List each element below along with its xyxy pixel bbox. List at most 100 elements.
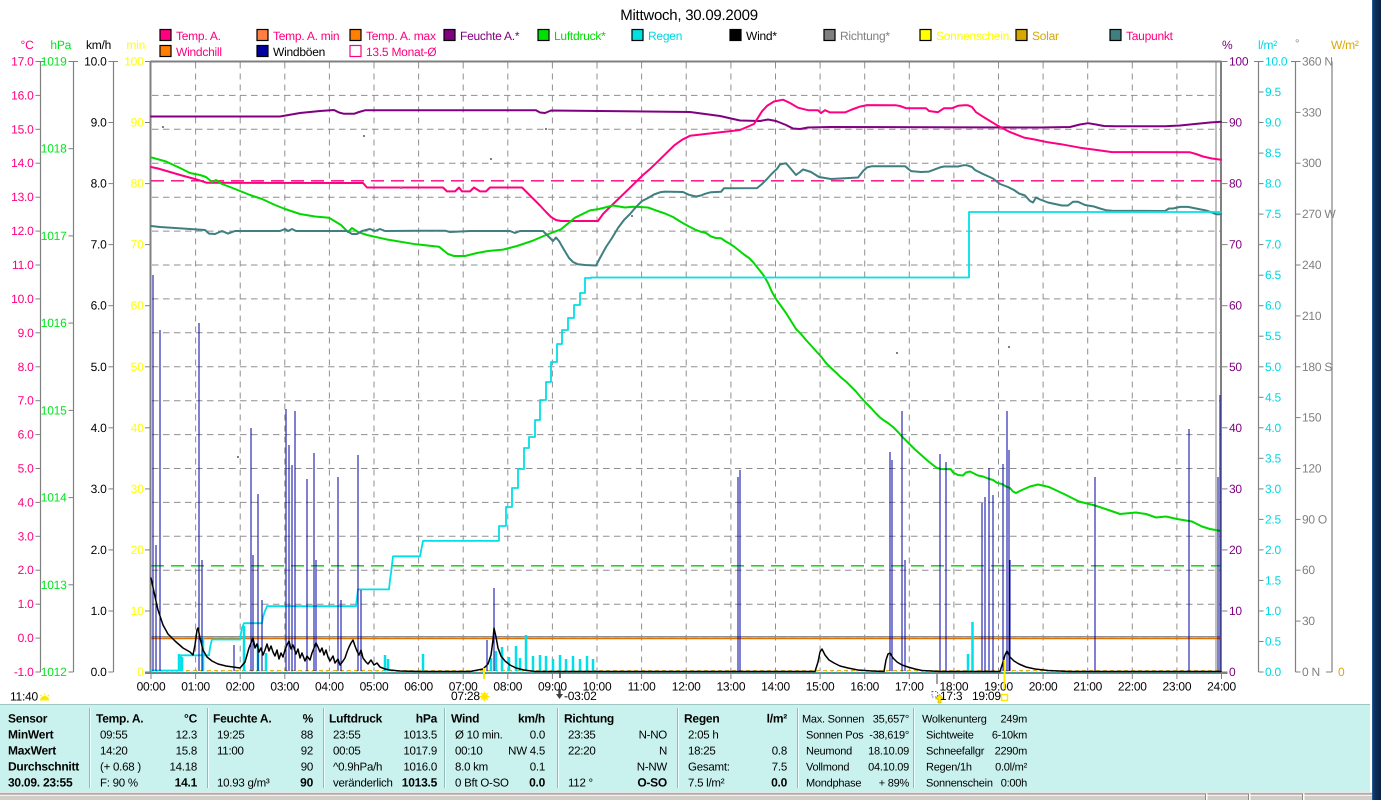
svg-text:MaxWert: MaxWert [8,744,56,758]
svg-text:6.0: 6.0 [1265,299,1282,313]
svg-text:4.0: 4.0 [18,495,35,509]
svg-text:5.0: 5.0 [91,360,108,374]
svg-text:30.09. 23:55: 30.09. 23:55 [8,776,73,790]
svg-text:24:00: 24:00 [1207,680,1236,694]
svg-text:1013.5: 1013.5 [402,776,438,790]
svg-text:5.0: 5.0 [1265,360,1282,374]
svg-text:92: 92 [301,746,313,758]
svg-text:8.0: 8.0 [18,360,35,374]
svg-text:-38,619°: -38,619° [869,730,909,742]
svg-text:1.0: 1.0 [1265,604,1282,618]
svg-text:21:00: 21:00 [1073,680,1102,694]
svg-text:0: 0 [137,665,144,679]
svg-text:03:00: 03:00 [270,680,299,694]
svg-text:07:00: 07:00 [449,680,478,694]
svg-text:9.5: 9.5 [1265,85,1282,99]
svg-text:l/m²: l/m² [1258,38,1277,52]
svg-text:330: 330 [1302,105,1322,119]
svg-text:17:3: 17:3 [940,689,963,703]
svg-text:0: 0 [1229,665,1236,679]
svg-text:6-10km: 6-10km [992,730,1027,742]
svg-text:12:00: 12:00 [672,680,701,694]
svg-text:13.0: 13.0 [11,190,34,204]
svg-text:18.10.09: 18.10.09 [868,746,909,758]
svg-text:80: 80 [131,177,144,191]
svg-text:Ø 10 min.: Ø 10 min. [455,730,503,742]
svg-text:Windböen: Windböen [273,45,325,59]
svg-text:+ 89%: + 89% [879,778,910,790]
svg-text:Taupunkt: Taupunkt [1126,29,1174,43]
svg-text:23:00: 23:00 [1163,680,1192,694]
svg-text:70: 70 [131,238,144,252]
svg-text:Mittwoch, 30.09.2009: Mittwoch, 30.09.2009 [620,7,758,24]
svg-text:0.5: 0.5 [1265,635,1282,649]
svg-text:Regen: Regen [648,29,682,43]
svg-text:7.5: 7.5 [772,762,787,774]
svg-text:30: 30 [1302,614,1315,628]
svg-text:11:40: 11:40 [10,690,38,704]
svg-text:14.18: 14.18 [169,762,197,774]
svg-text:1019: 1019 [41,55,67,69]
svg-text:4.0: 4.0 [91,421,108,435]
svg-text:Solar: Solar [1032,29,1059,43]
svg-text:8.0: 8.0 [1265,177,1282,191]
svg-text:3.5: 3.5 [1265,451,1282,465]
svg-text:2.0: 2.0 [1265,543,1282,557]
svg-text:Sonnenschein: Sonnenschein [926,778,993,790]
svg-text:50: 50 [1229,360,1242,374]
svg-text:19:00: 19:00 [984,680,1013,694]
svg-text:120: 120 [1302,462,1322,476]
svg-text:Temp. A. min: Temp. A. min [273,29,339,43]
svg-text:2:05 h: 2:05 h [688,730,718,742]
svg-text:60: 60 [131,299,144,313]
svg-text:10.0: 10.0 [84,55,107,69]
svg-text:11:00: 11:00 [628,680,656,694]
svg-text:40: 40 [1229,421,1242,435]
svg-text:50: 50 [131,360,144,374]
svg-text:Windchill: Windchill [176,45,222,59]
svg-text:7.0: 7.0 [18,394,35,408]
svg-text:07:28: 07:28 [451,689,480,703]
svg-text:hPa: hPa [50,38,71,52]
svg-text:88: 88 [301,730,313,742]
svg-text:Gesamt:: Gesamt: [688,762,730,774]
svg-text:19:25: 19:25 [217,730,245,742]
svg-text:240: 240 [1302,258,1322,272]
svg-text:0 Bft O-SO: 0 Bft O-SO [455,778,509,790]
svg-text:3.0: 3.0 [1265,482,1282,496]
svg-text:°C: °C [184,712,198,726]
svg-text:1017: 1017 [41,229,67,243]
svg-text:6.0: 6.0 [18,428,35,442]
svg-text:180 S: 180 S [1302,360,1332,374]
svg-text:35,657°: 35,657° [873,714,909,726]
svg-text:Max. Sonnen: Max. Sonnen [802,714,864,726]
svg-text:0.0: 0.0 [91,665,108,679]
svg-text:Vollmond: Vollmond [806,762,849,774]
svg-text:5.5: 5.5 [1265,329,1282,343]
svg-text:°: ° [1295,38,1299,50]
svg-text:02:00: 02:00 [226,680,255,694]
svg-text:NW 4.5: NW 4.5 [508,746,545,758]
svg-text:Mondphase: Mondphase [806,778,861,790]
svg-text:Schneefallgr: Schneefallgr [926,746,985,758]
svg-text:min: min [126,38,145,52]
svg-text:0 N: 0 N [1302,665,1320,679]
svg-text:1016.0: 1016.0 [403,762,437,774]
svg-text:270 W: 270 W [1302,207,1336,221]
svg-text:60: 60 [1302,563,1315,577]
svg-text:4.0: 4.0 [1265,421,1282,435]
svg-text:00:10: 00:10 [455,746,483,758]
svg-text:14.1: 14.1 [175,776,198,790]
svg-text:9.0: 9.0 [91,116,108,130]
svg-text:hPa: hPa [416,712,438,726]
svg-text:14:00: 14:00 [761,680,790,694]
svg-text:10.0: 10.0 [1265,55,1288,69]
svg-text:7.5: 7.5 [1265,207,1282,221]
svg-text:2.5: 2.5 [1265,512,1282,526]
svg-text:1017.9: 1017.9 [403,746,437,758]
svg-text:00:00: 00:00 [137,680,166,694]
svg-text:7.0: 7.0 [1265,238,1282,252]
svg-text:01:00: 01:00 [181,680,210,694]
svg-text:1015: 1015 [41,403,67,417]
svg-text:15.0: 15.0 [11,122,34,136]
